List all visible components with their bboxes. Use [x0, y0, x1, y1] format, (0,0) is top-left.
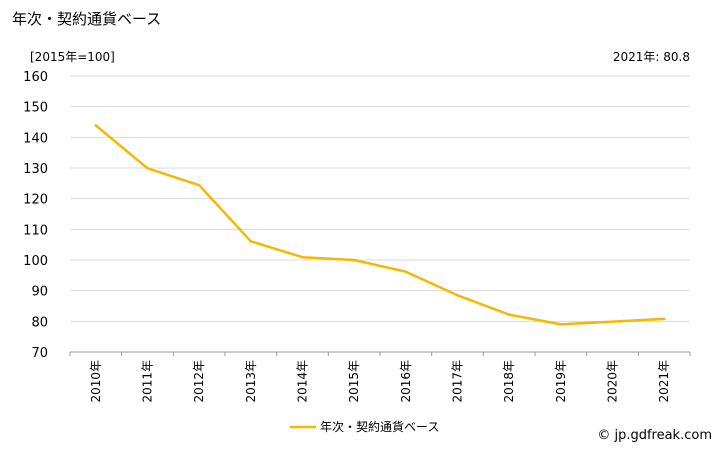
data-point [352, 258, 356, 262]
y-tick-label: 80 [31, 315, 48, 330]
x-tick-label: 2013年 [244, 360, 258, 403]
y-tick-label: 130 [23, 162, 48, 177]
y-tick-label: 150 [23, 101, 48, 116]
data-point [662, 317, 666, 321]
y-tick-label: 90 [31, 285, 48, 300]
series-line [94, 124, 666, 326]
data-point [559, 323, 563, 326]
legend-label: 年次・契約通貨ベース [320, 419, 439, 434]
chart-title: 年次・契約通貨ベース [12, 10, 162, 28]
x-tick-label: 2011年 [141, 360, 155, 403]
latest-value-label: 2021年: 80.8 [612, 50, 690, 64]
x-tick-label: 2015年 [347, 360, 361, 403]
x-tick-label: 2017年 [451, 360, 465, 403]
x-tick-label: 2010年 [89, 360, 103, 403]
data-point [301, 256, 304, 259]
data-point [94, 124, 98, 127]
data-point [404, 270, 408, 273]
data-point [507, 313, 511, 316]
data-point [197, 183, 201, 187]
data-point [249, 240, 253, 243]
x-tick-label: 2014年 [296, 360, 310, 403]
data-point [611, 320, 614, 323]
x-tick-label: 2012年 [192, 360, 206, 403]
y-tick-label: 140 [23, 131, 48, 146]
y-unit-label: [2015年=100] [30, 50, 115, 64]
x-tick-label: 2019年 [554, 360, 568, 403]
y-tick-label: 120 [23, 193, 48, 208]
y-tick-label: 160 [23, 70, 48, 85]
x-tick-label: 2016年 [399, 360, 413, 403]
y-tick-label: 110 [23, 223, 48, 238]
source-credit: © jp.gdfreak.com [597, 428, 712, 443]
y-tick-label: 70 [31, 346, 48, 361]
data-point [146, 167, 149, 170]
x-tick-label: 2018年 [502, 360, 516, 403]
x-tick-label: 2021年 [657, 360, 671, 403]
y-tick-label: 100 [23, 254, 48, 269]
data-point [456, 294, 459, 297]
x-tick-label: 2020年 [606, 360, 620, 403]
